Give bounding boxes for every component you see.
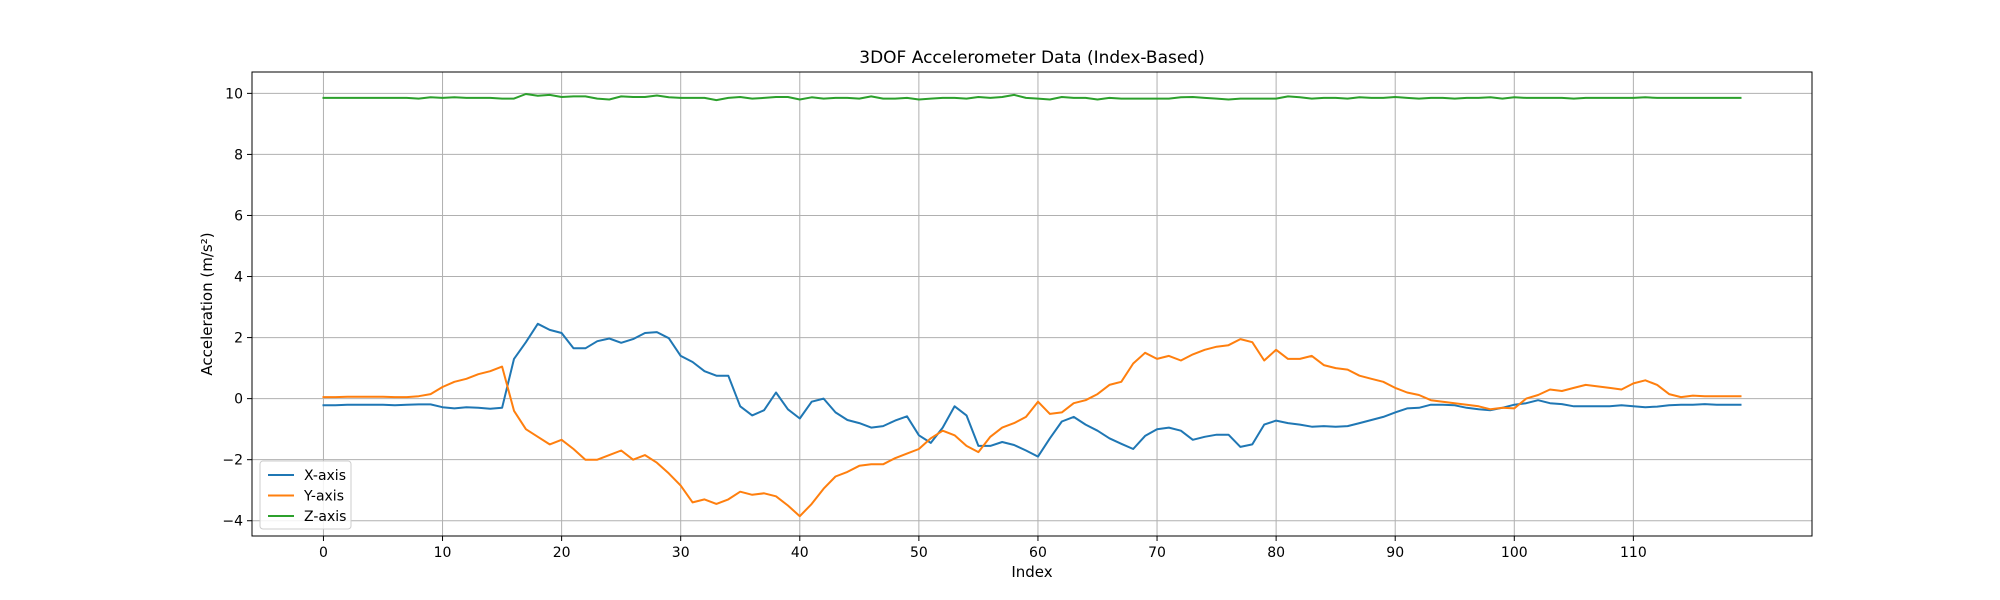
x-tick-label: 80 xyxy=(1267,545,1285,561)
tick-layer: 0 10 20 30 40 50 60 70 80 90 100 110 −4 −2 0 2 4 6 8 10 xyxy=(222,86,1646,561)
x-tick-label: 20 xyxy=(553,545,571,561)
x-tick-label: 40 xyxy=(791,545,809,561)
x-tick-label: 10 xyxy=(434,545,452,561)
x-axis-title: Index xyxy=(1011,563,1052,581)
legend: X-axis Y-axis Z-axis xyxy=(259,460,352,530)
x-tick-label: 30 xyxy=(672,545,690,561)
y-tick-label: 10 xyxy=(225,86,243,102)
legend-label-z-axis: Z-axis xyxy=(304,509,346,525)
x-tick-label: 60 xyxy=(1029,545,1047,561)
plot-frame xyxy=(251,71,1813,537)
y-tick-label: 8 xyxy=(234,147,243,163)
series-line-y-axis xyxy=(322,338,1742,518)
series-line-z-axis xyxy=(322,93,1742,102)
legend-label-x-axis: X-axis xyxy=(304,468,346,484)
chart-title: 3DOF Accelerometer Data (Index-Based) xyxy=(859,48,1204,68)
y-tick-label: 2 xyxy=(234,331,243,347)
grid-layer xyxy=(252,72,1812,536)
x-tick-label: 0 xyxy=(319,545,328,561)
x-tick-label: 70 xyxy=(1148,545,1166,561)
x-tick-label: 90 xyxy=(1386,545,1404,561)
y-tick-label: 6 xyxy=(234,208,243,224)
legend-frame xyxy=(259,460,352,530)
x-tick-label: 100 xyxy=(1501,545,1528,561)
x-tick-label: 110 xyxy=(1620,545,1647,561)
y-axis-title: Acceleration (m/s²) xyxy=(198,232,216,375)
legend-label-y-axis: Y-axis xyxy=(303,489,344,505)
y-tick-label: −2 xyxy=(222,453,243,469)
y-tick-label: 4 xyxy=(234,270,243,286)
y-tick-label: 0 xyxy=(234,392,243,408)
y-tick-label: −4 xyxy=(222,514,243,530)
series-layer xyxy=(322,93,1742,518)
x-tick-label: 50 xyxy=(910,545,928,561)
